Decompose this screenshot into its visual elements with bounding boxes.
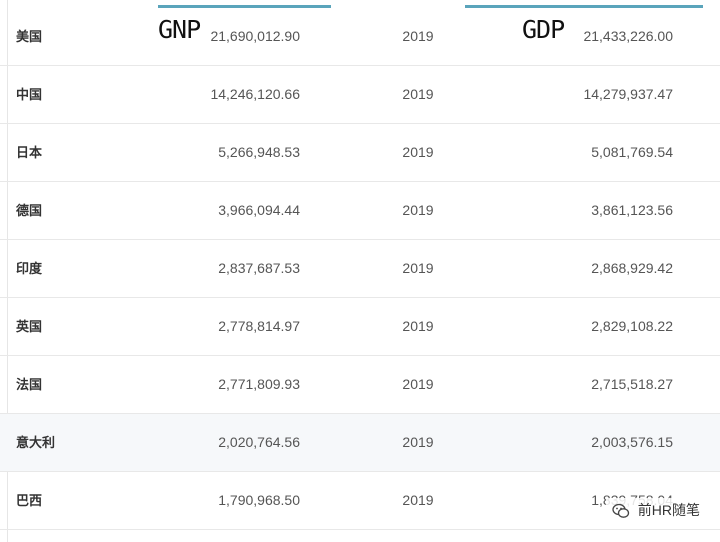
year-cell: 2019 (402, 144, 434, 160)
table-row: 中国 14,246,120.66 2019 14,279,937.47 (0, 66, 720, 124)
gdp-cell: 21,433,226.00 (583, 28, 673, 44)
gnp-cell: 2,837,687.53 (218, 260, 300, 276)
gdp-cell: 2,829,108.22 (591, 318, 673, 334)
gnp-header-line (158, 5, 331, 8)
gdp-cell: 5,081,769.54 (591, 144, 673, 160)
gnp-cell: 21,690,012.90 (210, 28, 300, 44)
gnp-label: GNP (158, 15, 201, 44)
country-cell: 英国 (16, 319, 43, 334)
gdp-cell: 2,715,518.27 (591, 376, 673, 392)
gdp-cell: 14,279,937.47 (583, 86, 673, 102)
country-cell: 印度 (16, 261, 43, 276)
gnp-cell: 5,266,948.53 (218, 144, 300, 160)
gdp-cell: 2,003,576.15 (591, 434, 673, 450)
gdp-table: 美国 21,690,012.90 2019 21,433,226.00 中国 1… (0, 8, 720, 530)
table-row: 法国 2,771,809.93 2019 2,715,518.27 (0, 356, 720, 414)
year-cell: 2019 (402, 492, 434, 508)
table-row: 美国 21,690,012.90 2019 21,433,226.00 (0, 8, 720, 66)
country-cell: 德国 (16, 203, 43, 218)
year-cell: 2019 (402, 376, 434, 392)
year-cell: 2019 (402, 28, 434, 44)
gnp-cell: 2,778,814.97 (218, 318, 300, 334)
table-row: 印度 2,837,687.53 2019 2,868,929.42 (0, 240, 720, 298)
gnp-cell: 2,020,764.56 (218, 434, 300, 450)
table-row: 德国 3,966,094.44 2019 3,861,123.56 (0, 182, 720, 240)
wechat-icon (612, 502, 630, 520)
gnp-cell: 14,246,120.66 (210, 86, 300, 102)
country-cell: 中国 (16, 87, 43, 102)
watermark-text: 前HR随笔 (637, 502, 700, 518)
country-cell: 法国 (16, 377, 43, 392)
year-cell: 2019 (402, 86, 434, 102)
year-cell: 2019 (402, 318, 434, 334)
gnp-cell: 2,771,809.93 (218, 376, 300, 392)
country-cell: 美国 (16, 29, 43, 44)
country-cell: 日本 (16, 145, 43, 160)
country-cell: 巴西 (16, 493, 43, 508)
table-row: 意大利 2,020,764.56 2019 2,003,576.15 (0, 414, 720, 472)
watermark: 前HR随笔 (605, 498, 700, 522)
table-left-border (7, 0, 8, 542)
year-cell: 2019 (402, 260, 434, 276)
year-cell: 2019 (402, 202, 434, 218)
table-row: 英国 2,778,814.97 2019 2,829,108.22 (0, 298, 720, 356)
gdp-header-line (465, 5, 703, 8)
gdp-cell: 2,868,929.42 (591, 260, 673, 276)
gdp-cell: 3,861,123.56 (591, 202, 673, 218)
year-cell: 2019 (402, 434, 434, 450)
gnp-cell: 3,966,094.44 (218, 202, 300, 218)
gnp-cell: 1,790,968.50 (218, 492, 300, 508)
gdp-label: GDP (522, 15, 565, 44)
country-cell: 意大利 (16, 435, 56, 450)
table-row: 日本 5,266,948.53 2019 5,081,769.54 (0, 124, 720, 182)
